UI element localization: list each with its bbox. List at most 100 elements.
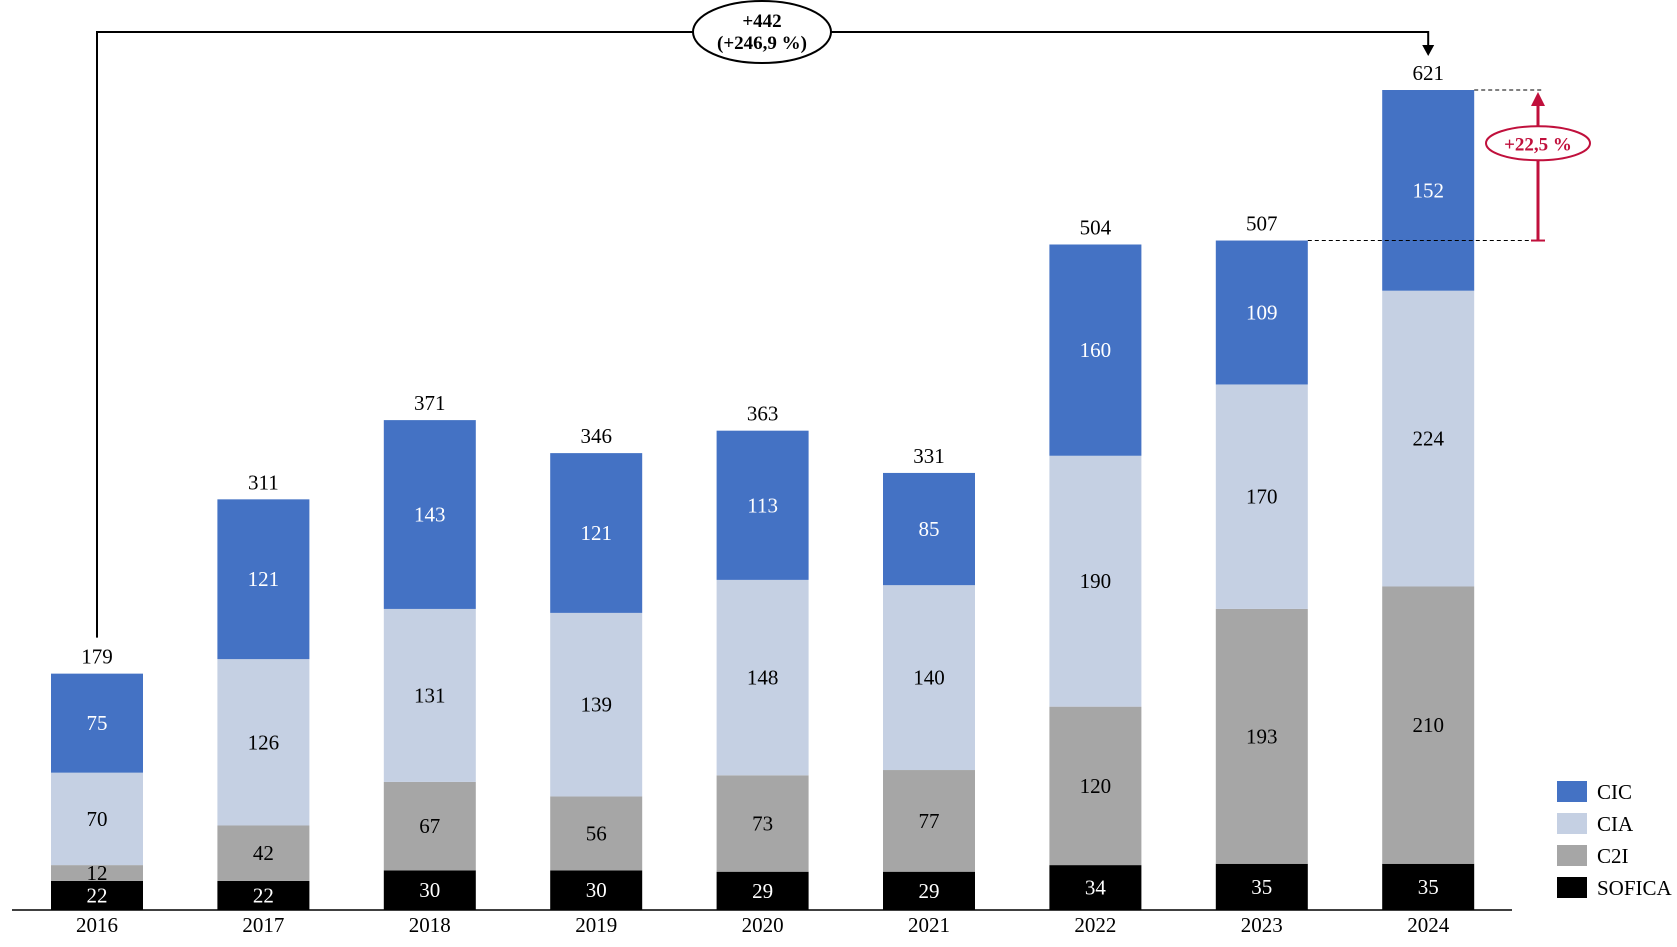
legend-label-cic: CIC — [1597, 780, 1632, 804]
bar-segment-c2i-2020 — [716, 775, 809, 872]
bar-segment-sofica-2020 — [716, 871, 809, 910]
data-label-c2i-2022: 120 — [1080, 774, 1112, 798]
bar-segment-cia-2017 — [217, 659, 310, 826]
bars-group: 2212707522421261213067131143305613912129… — [51, 90, 1475, 910]
data-label-cia-2022: 190 — [1080, 569, 1112, 593]
total-label-2019: 346 — [580, 424, 612, 448]
x-tick-2024: 2024 — [1407, 913, 1450, 937]
overall-growth-value: +442 — [742, 11, 781, 32]
data-label-c2i-2021: 77 — [919, 809, 940, 833]
total-label-2020: 363 — [747, 402, 779, 426]
data-label-c2i-2018: 67 — [419, 814, 440, 838]
data-label-cia-2021: 140 — [913, 666, 945, 690]
data-label-c2i-2023: 193 — [1246, 724, 1278, 748]
bar-segment-cic-2022 — [1049, 244, 1142, 456]
data-label-cic-2018: 143 — [414, 503, 446, 527]
bar-segment-cic-2021 — [883, 472, 975, 586]
bar-segment-c2i-2023 — [1215, 608, 1308, 864]
data-label-cic-2020: 113 — [747, 493, 778, 517]
bar-segment-c2i-2019 — [550, 796, 643, 871]
last-year-growth-label: +22,5 % — [1504, 134, 1572, 155]
data-label-cia-2016: 70 — [87, 807, 108, 831]
legend-label-cia: CIA — [1597, 812, 1634, 836]
data-label-sofica-2017: 22 — [253, 883, 274, 907]
data-label-c2i-2017: 42 — [253, 841, 274, 865]
bar-segment-c2i-2016 — [51, 865, 143, 881]
x-tick-2021: 2021 — [908, 913, 950, 937]
data-label-c2i-2024: 210 — [1412, 713, 1444, 737]
data-label-cia-2020: 148 — [747, 666, 779, 690]
bar-segment-cic-2020 — [716, 430, 809, 580]
data-label-cic-2022: 160 — [1080, 338, 1112, 362]
data-label-cia-2018: 131 — [414, 683, 446, 707]
bar-segment-c2i-2022 — [1049, 706, 1142, 866]
x-axis-ticks: 2016 2017 2018 2019 2020 2021 2022 2023 2024 — [76, 913, 1450, 937]
bar-segment-sofica-2018 — [383, 870, 476, 910]
data-label-sofica-2023: 35 — [1251, 875, 1272, 899]
bar-segment-cia-2016 — [51, 772, 143, 866]
data-label-cic-2016: 75 — [87, 711, 108, 735]
data-label-cic-2023: 109 — [1246, 300, 1278, 324]
total-label-2017: 311 — [248, 470, 279, 494]
bar-segment-cia-2018 — [383, 608, 476, 782]
legend: CIC CIA C2I SOFICA — [1557, 780, 1673, 900]
bar-segment-sofica-2024 — [1382, 863, 1475, 910]
data-label-c2i-2019: 56 — [586, 821, 607, 845]
legend-swatch-cic — [1557, 781, 1587, 802]
x-tick-2022: 2022 — [1074, 913, 1116, 937]
data-label-cia-2024: 224 — [1412, 427, 1444, 451]
data-label-sofica-2024: 35 — [1418, 875, 1439, 899]
bar-segment-cic-2023 — [1215, 240, 1308, 385]
bar-segment-cic-2017 — [217, 499, 310, 660]
data-label-cia-2017: 126 — [248, 730, 280, 754]
data-label-cic-2024: 152 — [1412, 178, 1444, 202]
last-year-growth-annotation: +22,5 % — [1307, 89, 1591, 242]
overall-growth-bubble — [692, 0, 832, 64]
data-label-c2i-2020: 73 — [752, 812, 773, 836]
x-tick-2019: 2019 — [575, 913, 617, 937]
data-label-cic-2021: 85 — [919, 517, 940, 541]
bar-segment-cia-2019 — [550, 612, 643, 797]
bar-segment-sofica-2022 — [1049, 865, 1142, 910]
bar-segment-sofica-2023 — [1215, 863, 1308, 910]
overall-growth-arrowhead — [1422, 45, 1435, 56]
total-label-2024: 621 — [1412, 61, 1444, 85]
total-label-2023: 507 — [1246, 212, 1278, 236]
overall-growth-percent: (+246,9 %) — [717, 33, 807, 54]
data-label-sofica-2019: 30 — [586, 878, 607, 902]
x-tick-2020: 2020 — [742, 913, 784, 937]
data-label-sofica-2020: 29 — [752, 879, 773, 903]
last-year-growth-bubble — [1485, 125, 1591, 162]
data-label-sofica-2016: 22 — [87, 883, 108, 907]
bar-segment-cic-2018 — [383, 420, 476, 609]
legend-swatch-sofica — [1557, 877, 1587, 898]
bar-segment-sofica-2016 — [51, 880, 143, 910]
x-tick-2018: 2018 — [409, 913, 451, 937]
data-label-cia-2019: 139 — [580, 693, 612, 717]
legend-swatch-cia — [1557, 813, 1587, 834]
bar-segment-cia-2021 — [883, 585, 975, 771]
bar-segment-c2i-2024 — [1382, 586, 1475, 864]
data-label-cic-2017: 121 — [248, 567, 280, 591]
bar-segment-cia-2022 — [1049, 455, 1142, 707]
bar-segment-cic-2016 — [51, 673, 143, 773]
data-label-c2i-2016: 12 — [87, 861, 108, 885]
bar-segment-cia-2020 — [716, 579, 809, 776]
total-label-2018: 371 — [414, 391, 446, 415]
growth-arrowhead — [1531, 92, 1545, 106]
data-label-sofica-2022: 34 — [1085, 876, 1107, 900]
legend-swatch-c2i — [1557, 845, 1587, 866]
data-label-sofica-2021: 29 — [919, 879, 940, 903]
x-tick-2016: 2016 — [76, 913, 118, 937]
bar-segment-c2i-2017 — [217, 825, 310, 881]
x-tick-2023: 2023 — [1241, 913, 1283, 937]
x-tick-2017: 2017 — [242, 913, 284, 937]
total-label-2022: 504 — [1080, 215, 1112, 239]
bar-segment-c2i-2018 — [383, 781, 476, 871]
bar-segment-cic-2024 — [1382, 90, 1475, 291]
legend-label-c2i: C2I — [1597, 844, 1629, 868]
data-label-cic-2019: 121 — [580, 521, 612, 545]
total-label-2021: 331 — [913, 444, 945, 468]
bar-segment-sofica-2017 — [217, 880, 310, 910]
